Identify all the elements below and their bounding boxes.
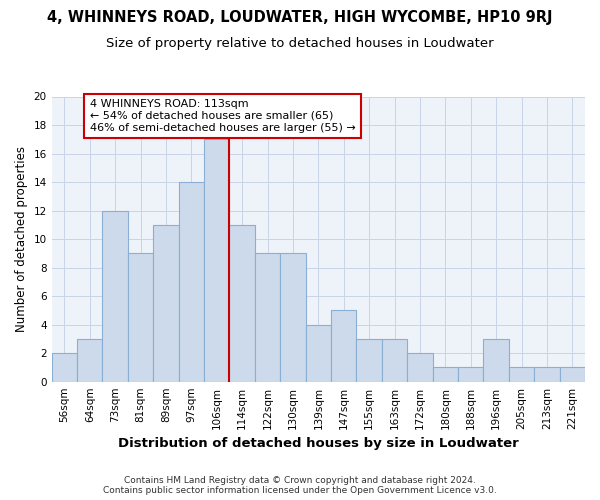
Bar: [484, 339, 509, 382]
Bar: [534, 368, 560, 382]
Bar: [128, 254, 153, 382]
Bar: [433, 368, 458, 382]
Bar: [305, 324, 331, 382]
Bar: [331, 310, 356, 382]
Text: 4 WHINNEYS ROAD: 113sqm
← 54% of detached houses are smaller (65)
46% of semi-de: 4 WHINNEYS ROAD: 113sqm ← 54% of detache…: [90, 100, 356, 132]
Text: Size of property relative to detached houses in Loudwater: Size of property relative to detached ho…: [106, 38, 494, 51]
Text: Contains HM Land Registry data © Crown copyright and database right 2024.
Contai: Contains HM Land Registry data © Crown c…: [103, 476, 497, 495]
Bar: [179, 182, 204, 382]
Bar: [458, 368, 484, 382]
Bar: [153, 225, 179, 382]
Bar: [280, 254, 305, 382]
X-axis label: Distribution of detached houses by size in Loudwater: Distribution of detached houses by size …: [118, 437, 519, 450]
Bar: [407, 353, 433, 382]
Bar: [560, 368, 585, 382]
Bar: [356, 339, 382, 382]
Bar: [229, 225, 255, 382]
Text: 4, WHINNEYS ROAD, LOUDWATER, HIGH WYCOMBE, HP10 9RJ: 4, WHINNEYS ROAD, LOUDWATER, HIGH WYCOMB…: [47, 10, 553, 25]
Bar: [77, 339, 103, 382]
Bar: [103, 210, 128, 382]
Y-axis label: Number of detached properties: Number of detached properties: [15, 146, 28, 332]
Bar: [509, 368, 534, 382]
Bar: [255, 254, 280, 382]
Bar: [382, 339, 407, 382]
Bar: [52, 353, 77, 382]
Bar: [204, 140, 229, 382]
